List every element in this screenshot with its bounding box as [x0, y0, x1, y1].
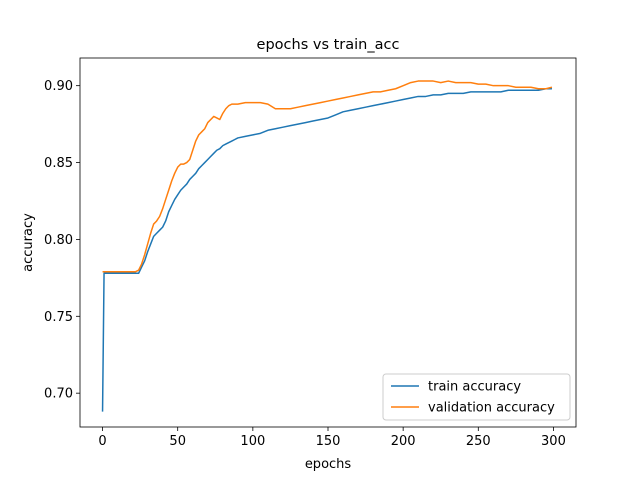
x-tick-label: 250 — [466, 434, 491, 449]
legend-box — [382, 373, 571, 421]
y-tick-label: 0.70 — [44, 387, 73, 402]
y-axis-ticks: 0.70 0.75 0.80 0.85 0.90 — [44, 79, 80, 402]
x-tick-label: 0 — [98, 434, 106, 449]
series-layer — [101, 80, 553, 412]
legend-entry: train accuracy — [428, 380, 521, 395]
series-line-validation-accuracy — [102, 80, 553, 273]
y-tick-label: 0.85 — [44, 156, 73, 171]
y-tick-label: 0.90 — [44, 79, 73, 94]
x-tick-label: 300 — [541, 434, 566, 449]
x-axis-ticks: 0 50 100 150 200 250 300 — [98, 427, 566, 449]
y-tick-label: 0.75 — [44, 310, 73, 325]
chart-title: epochs vs train_acc — [257, 37, 400, 53]
y-axis-label: accuracy — [21, 213, 36, 272]
x-tick-label: 50 — [169, 434, 186, 449]
legend-entry: validation accuracy — [428, 401, 555, 416]
x-tick-label: 150 — [316, 434, 341, 449]
x-axis-label: epochs — [305, 457, 352, 472]
x-tick-label: 200 — [391, 434, 416, 449]
y-tick-label: 0.80 — [44, 233, 73, 248]
x-tick-label: 100 — [240, 434, 265, 449]
legend: train accuracy validation accuracy — [382, 373, 571, 421]
series-line-train-accuracy — [101, 88, 552, 412]
